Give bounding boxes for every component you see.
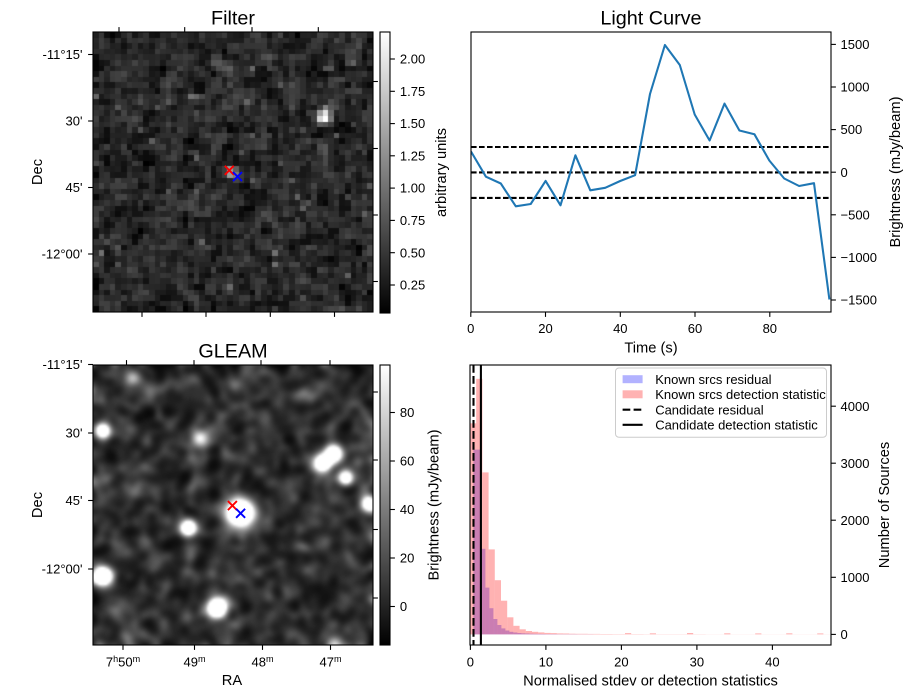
svg-text:0: 0 — [841, 627, 848, 642]
svg-text:Normalised stdev or detection: Normalised stdev or detection statistics — [523, 674, 778, 690]
svg-text:1.25: 1.25 — [400, 148, 425, 163]
svg-text:-11°15': -11°15' — [43, 47, 83, 62]
svg-text:47m: 47m — [319, 654, 341, 670]
svg-text:Time (s): Time (s) — [624, 341, 677, 357]
svg-text:4000: 4000 — [841, 399, 870, 414]
svg-text:Brightness (mJy/beam): Brightness (mJy/beam) — [427, 430, 443, 581]
svg-text:Candidate residual: Candidate residual — [655, 402, 764, 417]
svg-text:RA: RA — [222, 673, 243, 689]
svg-text:Candidate detection statistic: Candidate detection statistic — [655, 417, 818, 432]
svg-text:−1000: −1000 — [841, 250, 878, 265]
svg-text:Number of Sources: Number of Sources — [877, 442, 893, 569]
svg-text:49m: 49m — [183, 654, 205, 670]
svg-text:48m: 48m — [251, 654, 273, 670]
svg-text:arbitrary units: arbitrary units — [434, 128, 450, 217]
svg-text:-12°00': -12°00' — [42, 562, 83, 577]
svg-text:80: 80 — [400, 405, 414, 420]
svg-text:20: 20 — [538, 321, 552, 336]
svg-text:Dec: Dec — [30, 159, 46, 185]
svg-text:1.75: 1.75 — [400, 84, 425, 99]
svg-text:-12°00': -12°00' — [42, 247, 83, 262]
svg-text:45': 45' — [66, 493, 83, 508]
svg-text:1500: 1500 — [841, 37, 870, 52]
svg-text:Known srcs residual: Known srcs residual — [655, 372, 771, 387]
svg-text:Known srcs detection statistic: Known srcs detection statistic — [655, 387, 826, 402]
svg-text:20: 20 — [400, 551, 414, 566]
svg-text:1.00: 1.00 — [400, 181, 425, 196]
svg-text:7h50m: 7h50m — [106, 654, 140, 670]
svg-text:10: 10 — [539, 655, 553, 670]
svg-text:40: 40 — [400, 502, 414, 517]
svg-text:1000: 1000 — [841, 570, 870, 585]
svg-text:30': 30' — [66, 426, 83, 441]
svg-text:500: 500 — [841, 122, 863, 137]
svg-text:0: 0 — [400, 599, 407, 614]
svg-text:30': 30' — [66, 114, 83, 129]
svg-text:2.00: 2.00 — [400, 52, 425, 67]
svg-text:−1500: −1500 — [841, 293, 878, 308]
svg-text:Brightness (mJy/beam): Brightness (mJy/beam) — [888, 97, 904, 248]
svg-text:GLEAM: GLEAM — [198, 340, 267, 362]
svg-text:60: 60 — [688, 321, 702, 336]
svg-text:3000: 3000 — [841, 456, 870, 471]
svg-text:1.50: 1.50 — [400, 116, 425, 131]
svg-text:0.50: 0.50 — [400, 245, 425, 260]
svg-text:Dec: Dec — [30, 492, 46, 518]
svg-text:40: 40 — [613, 321, 627, 336]
svg-text:2000: 2000 — [841, 513, 870, 528]
svg-text:1000: 1000 — [841, 80, 870, 95]
svg-text:80: 80 — [763, 321, 777, 336]
svg-text:Light Curve: Light Curve — [600, 7, 701, 29]
svg-text:0: 0 — [467, 321, 474, 336]
svg-text:−500: −500 — [841, 207, 870, 222]
svg-text:45': 45' — [66, 180, 83, 195]
svg-text:40: 40 — [765, 655, 779, 670]
svg-text:60: 60 — [400, 454, 414, 469]
svg-text:-11°15': -11°15' — [43, 357, 83, 372]
svg-text:0: 0 — [467, 655, 474, 670]
svg-text:20: 20 — [614, 655, 628, 670]
svg-text:0.25: 0.25 — [400, 278, 425, 293]
svg-text:30: 30 — [690, 655, 704, 670]
svg-text:0: 0 — [841, 165, 848, 180]
svg-text:0.75: 0.75 — [400, 213, 425, 228]
svg-text:Filter: Filter — [211, 7, 255, 29]
